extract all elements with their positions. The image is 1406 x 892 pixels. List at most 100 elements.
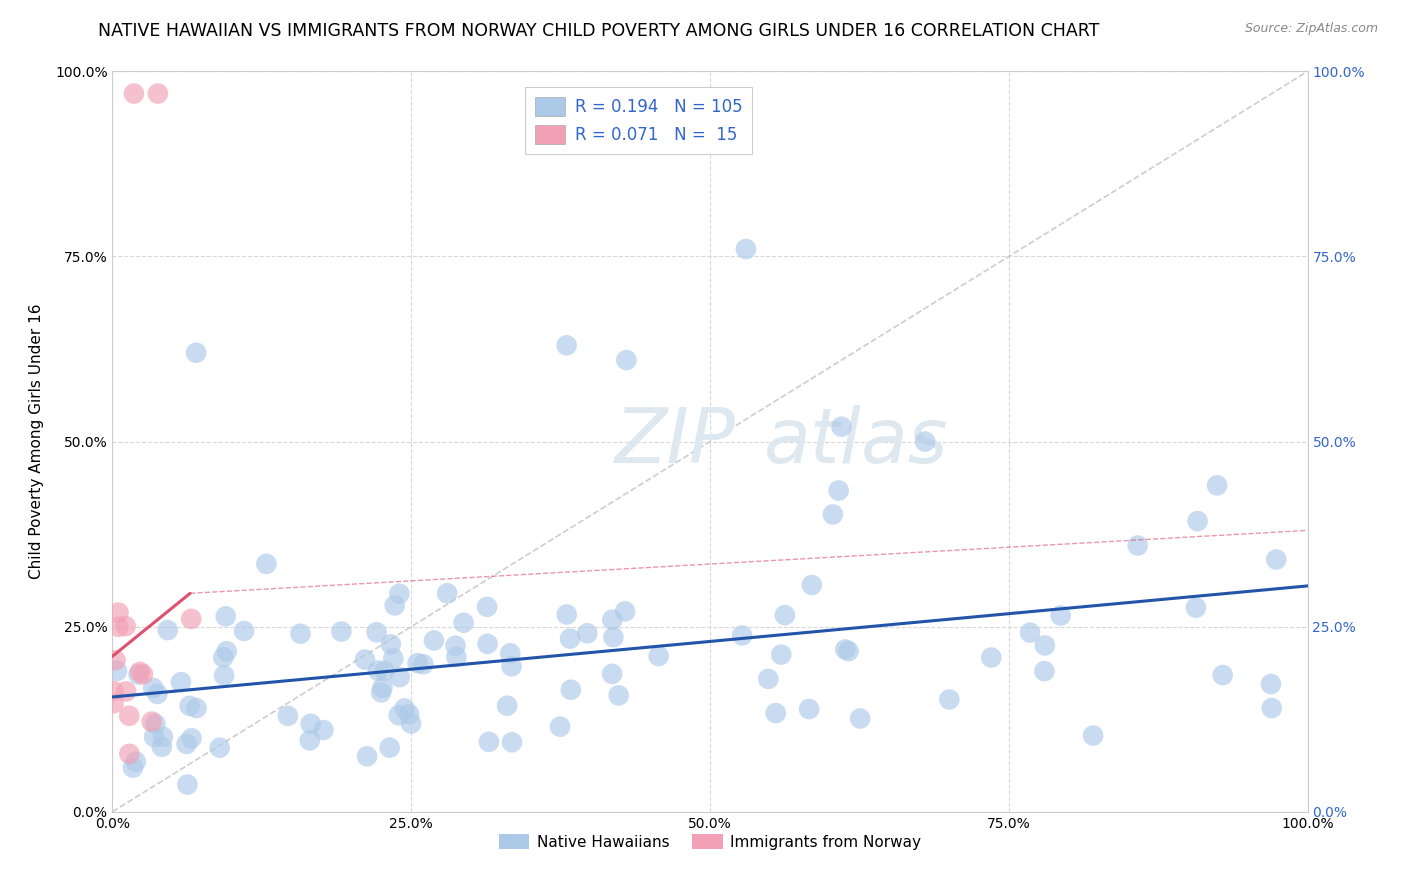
Point: [186, 701, 208, 715]
Point: [914, 434, 936, 449]
Point: [105, 664, 128, 678]
Point: [371, 681, 394, 695]
Point: [849, 711, 872, 725]
Point: [122, 761, 145, 775]
Point: [1033, 664, 1056, 678]
Point: [436, 586, 458, 600]
Point: [176, 778, 198, 792]
Point: [114, 619, 136, 633]
Point: [478, 735, 501, 749]
Point: [128, 665, 150, 679]
Point: [156, 623, 179, 637]
Point: [150, 739, 173, 754]
Point: [1126, 539, 1149, 553]
Point: [980, 650, 1002, 665]
Point: [180, 731, 202, 746]
Point: [388, 708, 411, 723]
Point: [1260, 677, 1282, 691]
Point: [1187, 514, 1209, 528]
Point: [838, 644, 860, 658]
Point: [388, 587, 411, 601]
Point: [370, 685, 392, 699]
Point: [367, 664, 389, 678]
Point: [208, 740, 231, 755]
Point: [773, 608, 796, 623]
Point: [170, 675, 193, 690]
Point: [179, 698, 201, 713]
Point: [298, 733, 321, 747]
Point: [356, 749, 378, 764]
Point: [647, 649, 669, 664]
Point: [378, 740, 401, 755]
Point: [496, 698, 519, 713]
Point: [797, 702, 820, 716]
Point: [501, 735, 523, 749]
Point: [1265, 552, 1288, 566]
Point: [212, 650, 235, 665]
Point: [299, 716, 322, 731]
Point: [132, 667, 155, 681]
Point: [330, 624, 353, 639]
Point: [600, 666, 623, 681]
Point: [118, 747, 141, 761]
Point: [477, 637, 499, 651]
Point: [103, 684, 125, 698]
Point: [254, 557, 277, 571]
Point: [380, 637, 402, 651]
Point: [152, 730, 174, 744]
Point: [602, 613, 624, 627]
Point: [770, 648, 793, 662]
Point: [607, 689, 630, 703]
Point: [143, 730, 166, 744]
Point: [176, 737, 198, 751]
Point: [501, 659, 523, 673]
Point: [233, 624, 256, 638]
Point: [821, 508, 844, 522]
Point: [215, 644, 238, 658]
Point: [1261, 701, 1284, 715]
Point: [453, 615, 475, 630]
Point: [602, 630, 624, 644]
Point: [146, 687, 169, 701]
Legend: Native Hawaiians, Immigrants from Norway: Native Hawaiians, Immigrants from Norway: [492, 828, 928, 856]
Point: [394, 701, 416, 715]
Point: [765, 706, 787, 720]
Point: [382, 651, 405, 665]
Text: atlas: atlas: [763, 405, 948, 478]
Point: [312, 723, 335, 737]
Point: [446, 650, 468, 665]
Point: [180, 612, 202, 626]
Point: [800, 578, 823, 592]
Point: [115, 684, 138, 698]
Point: [731, 628, 754, 642]
Text: ZIP: ZIP: [614, 405, 735, 478]
Point: [735, 242, 758, 256]
Point: [423, 633, 446, 648]
Text: Source: ZipAtlas.com: Source: ZipAtlas.com: [1244, 22, 1378, 36]
Point: [107, 606, 129, 620]
Point: [1185, 600, 1208, 615]
Point: [107, 620, 129, 634]
Y-axis label: Child Poverty Among Girls Under 16: Child Poverty Among Girls Under 16: [30, 304, 44, 579]
Point: [399, 716, 422, 731]
Point: [616, 353, 638, 368]
Point: [558, 632, 581, 646]
Point: [1019, 625, 1042, 640]
Point: [103, 696, 125, 710]
Point: [186, 345, 208, 359]
Point: [1033, 639, 1056, 653]
Point: [499, 646, 522, 660]
Point: [215, 609, 238, 624]
Point: [142, 681, 165, 695]
Point: [122, 87, 145, 101]
Point: [146, 87, 169, 101]
Point: [145, 717, 167, 731]
Point: [1049, 608, 1071, 623]
Point: [475, 599, 498, 614]
Point: [125, 755, 148, 769]
Point: [398, 707, 420, 722]
Point: [384, 599, 406, 613]
Point: [373, 664, 395, 678]
Point: [412, 657, 434, 672]
Point: [555, 338, 578, 352]
